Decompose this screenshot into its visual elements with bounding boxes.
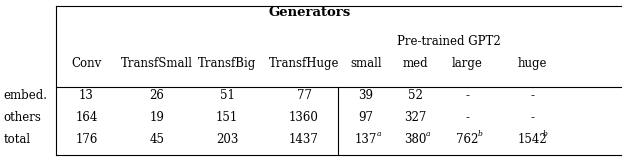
Text: huge: huge [518, 57, 547, 70]
Text: a: a [426, 130, 430, 138]
Text: b: b [477, 130, 483, 138]
Text: 52: 52 [408, 89, 423, 102]
Text: Pre-trained GPT2: Pre-trained GPT2 [397, 35, 501, 48]
Text: 151: 151 [216, 111, 238, 124]
Text: 1437: 1437 [289, 133, 319, 146]
Text: others: others [3, 111, 41, 124]
Text: -: - [531, 89, 534, 102]
Text: 380: 380 [404, 133, 426, 146]
Text: TransfBig: TransfBig [198, 57, 257, 70]
Text: 26: 26 [149, 89, 164, 102]
Text: 137: 137 [355, 133, 377, 146]
Text: -: - [531, 111, 534, 124]
Text: 39: 39 [358, 89, 374, 102]
Text: -: - [465, 111, 469, 124]
Text: Conv: Conv [71, 57, 102, 70]
Text: 13: 13 [79, 89, 94, 102]
Text: 176: 176 [76, 133, 97, 146]
Text: TransfHuge: TransfHuge [269, 57, 339, 70]
Text: large: large [452, 57, 483, 70]
Text: 97: 97 [358, 111, 374, 124]
Text: Generators: Generators [268, 6, 351, 19]
Text: -: - [465, 89, 469, 102]
Text: 164: 164 [76, 111, 97, 124]
Text: 1542: 1542 [518, 133, 547, 146]
Text: 45: 45 [149, 133, 164, 146]
Text: TransfSmall: TransfSmall [121, 57, 193, 70]
Text: 762: 762 [456, 133, 478, 146]
Text: embed.: embed. [3, 89, 47, 102]
Text: 51: 51 [220, 89, 235, 102]
Text: 19: 19 [149, 111, 164, 124]
Text: 203: 203 [216, 133, 238, 146]
Text: 1360: 1360 [289, 111, 319, 124]
Text: total: total [3, 133, 30, 146]
Text: small: small [350, 57, 382, 70]
Text: b: b [543, 130, 548, 138]
Text: a: a [376, 130, 381, 138]
Text: 77: 77 [296, 89, 312, 102]
Text: 327: 327 [404, 111, 426, 124]
Text: med: med [403, 57, 428, 70]
